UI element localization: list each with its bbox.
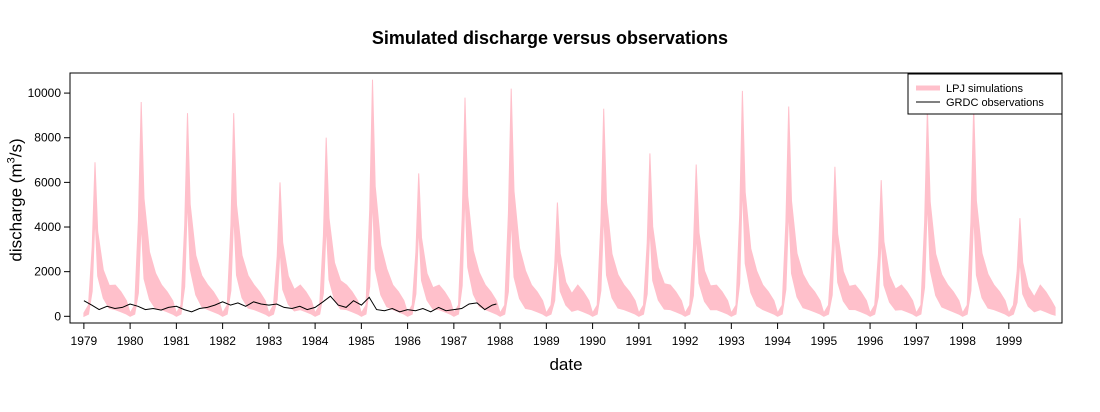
y-tick-label-4000: 4000 (34, 220, 61, 234)
x-tick-label-1996: 1996 (857, 334, 884, 348)
x-tick-label-1983: 1983 (256, 334, 283, 348)
x-tick-label-1987: 1987 (440, 334, 467, 348)
x-tick-label-1984: 1984 (302, 334, 329, 348)
x-tick-label-1994: 1994 (764, 334, 791, 348)
observation-line (83, 295, 497, 313)
x-tick-label-1981: 1981 (163, 334, 190, 348)
x-tick-label-1989: 1989 (533, 334, 560, 348)
x-tick-label-1999: 1999 (995, 334, 1022, 348)
y-tick-label-6000: 6000 (34, 175, 61, 189)
y-tick-label-10000: 10000 (28, 86, 62, 100)
x-tick-label-1992: 1992 (672, 334, 699, 348)
legend-label-simulations: LPJ simulations (946, 83, 1024, 95)
y-tick-label-2000: 2000 (34, 265, 61, 279)
x-tick-label-1997: 1997 (903, 334, 930, 348)
x-axis-label: date (549, 355, 583, 374)
legend-label-observations: GRDC observations (946, 97, 1044, 109)
x-tick-label-1995: 1995 (810, 334, 837, 348)
simulation-band (83, 79, 1056, 318)
plot-frame (69, 72, 1063, 324)
x-tick-label-1982: 1982 (209, 334, 236, 348)
x-tick-label-1990: 1990 (579, 334, 606, 348)
y-tick-label-8000: 8000 (34, 131, 61, 145)
x-tick-label-1980: 1980 (117, 334, 144, 348)
x-tick-label-1993: 1993 (718, 334, 745, 348)
legend-box (907, 73, 1063, 115)
x-tick-label-1985: 1985 (348, 334, 375, 348)
x-tick-label-1998: 1998 (949, 334, 976, 348)
x-tick-label-1986: 1986 (394, 334, 421, 348)
x-tick-label-1988: 1988 (487, 334, 514, 348)
y-tick-label-0: 0 (54, 309, 61, 323)
x-tick-label-1979: 1979 (71, 334, 98, 348)
x-tick-label-1991: 1991 (625, 334, 652, 348)
chart-title: Simulated discharge versus observations (371, 28, 729, 48)
